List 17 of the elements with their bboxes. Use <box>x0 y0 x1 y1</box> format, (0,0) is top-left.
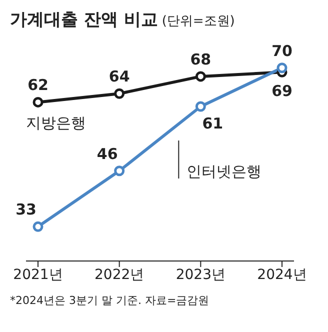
text: *2024년은 3분기 말 기준. 자료=금감원 <box>10 293 210 308</box>
x-tick-label: 2021년 <box>13 266 63 283</box>
data-label: 69 <box>272 82 292 100</box>
x-tick-label: 2023년 <box>176 266 226 283</box>
series-label: 지방은행 <box>26 114 86 132</box>
data-label: 68 <box>190 50 212 68</box>
x-tick-label: 2024년 <box>257 266 307 283</box>
chart-title: 가계대출 잔액 비교 <box>10 9 158 31</box>
data-label: 33 <box>16 200 36 219</box>
data-label: 61 <box>202 114 224 132</box>
text: 인터넷은행 <box>186 162 262 180</box>
data-label: 64 <box>108 68 130 86</box>
data-label: 70 <box>272 42 292 60</box>
x-tick-label: 2022년 <box>94 266 144 283</box>
data-label: 46 <box>96 144 118 163</box>
chart-subtitle: (단위=조원) <box>162 13 235 30</box>
data-label: 62 <box>28 76 48 94</box>
